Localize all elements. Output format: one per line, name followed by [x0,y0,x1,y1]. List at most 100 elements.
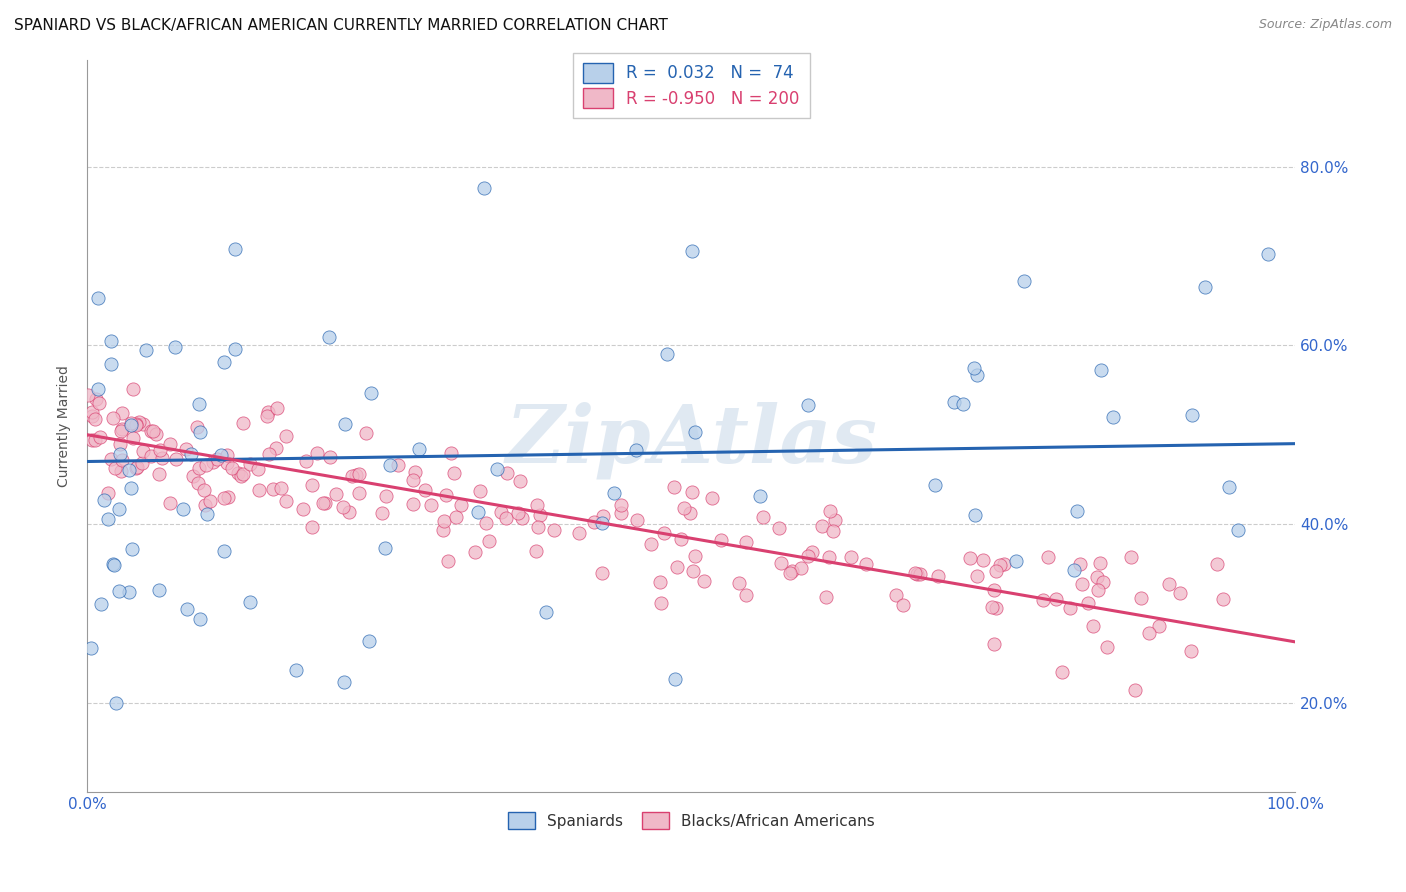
Point [80,405,103,419]
Point [779,566,801,581]
Point [664,480,686,494]
Point [87,291,110,305]
Point [1032,592,1054,607]
Point [325,487,347,501]
Point [509,474,531,488]
Point [172,502,194,516]
Point [770,556,793,570]
Point [884,588,907,602]
Point [125,417,148,432]
Point [510,510,533,524]
Point [337,504,360,518]
Point [495,467,517,481]
Point [318,330,340,344]
Point [1125,682,1147,697]
Point [1069,557,1091,571]
Point [529,508,551,523]
Point [1194,279,1216,293]
Point [121,431,143,445]
Point [93,493,115,508]
Point [90,597,112,611]
Point [128,415,150,429]
Point [602,486,624,500]
Point [988,558,1011,572]
Point [195,507,218,521]
Point [314,496,336,510]
Point [101,558,124,572]
Point [292,502,315,516]
Point [125,417,148,431]
Point [891,599,914,613]
Point [678,506,700,520]
Point [942,394,965,409]
Point [375,489,398,503]
Point [1036,549,1059,564]
Point [582,515,605,529]
Point [118,463,141,477]
Point [624,442,647,457]
Point [952,397,974,411]
Point [229,468,252,483]
Point [734,587,756,601]
Point [748,489,770,503]
Point [814,591,837,605]
Point [464,545,486,559]
Point [374,541,396,555]
Point [159,437,181,451]
Point [266,401,288,416]
Point [472,181,495,195]
Point [188,461,211,475]
Point [491,505,513,519]
Point [981,599,1004,614]
Point [434,487,457,501]
Point [148,583,170,598]
Point [972,553,994,567]
Point [378,458,401,472]
Point [823,524,845,538]
Point [796,549,818,564]
Point [1227,523,1250,537]
Point [188,397,211,411]
Point [149,443,172,458]
Point [274,494,297,508]
Point [180,447,202,461]
Point [247,462,270,476]
Point [904,566,927,580]
Point [1257,247,1279,261]
Point [295,454,318,468]
Point [1157,577,1180,591]
Point [194,498,217,512]
Point [125,461,148,475]
Point [734,535,756,549]
Point [1071,577,1094,591]
Point [333,417,356,431]
Point [183,469,205,483]
Point [1085,570,1108,584]
Point [436,554,458,568]
Point [264,441,287,455]
Point [910,566,932,581]
Point [301,477,323,491]
Point [640,537,662,551]
Point [1180,644,1202,658]
Point [1137,626,1160,640]
Point [305,446,328,460]
Point [274,429,297,443]
Point [485,462,508,476]
Point [818,504,841,518]
Point [591,566,613,581]
Point [165,341,187,355]
Point [221,460,243,475]
Point [145,426,167,441]
Point [752,510,775,524]
Point [176,442,198,457]
Point [232,467,254,482]
Point [135,343,157,357]
Point [125,459,148,474]
Point [101,410,124,425]
Point [408,442,430,456]
Point [148,467,170,481]
Point [700,491,723,506]
Point [257,405,280,419]
Text: SPANIARD VS BLACK/AFRICAN AMERICAN CURRENTLY MARRIED CORRELATION CHART: SPANIARD VS BLACK/AFRICAN AMERICAN CURRE… [14,18,668,33]
